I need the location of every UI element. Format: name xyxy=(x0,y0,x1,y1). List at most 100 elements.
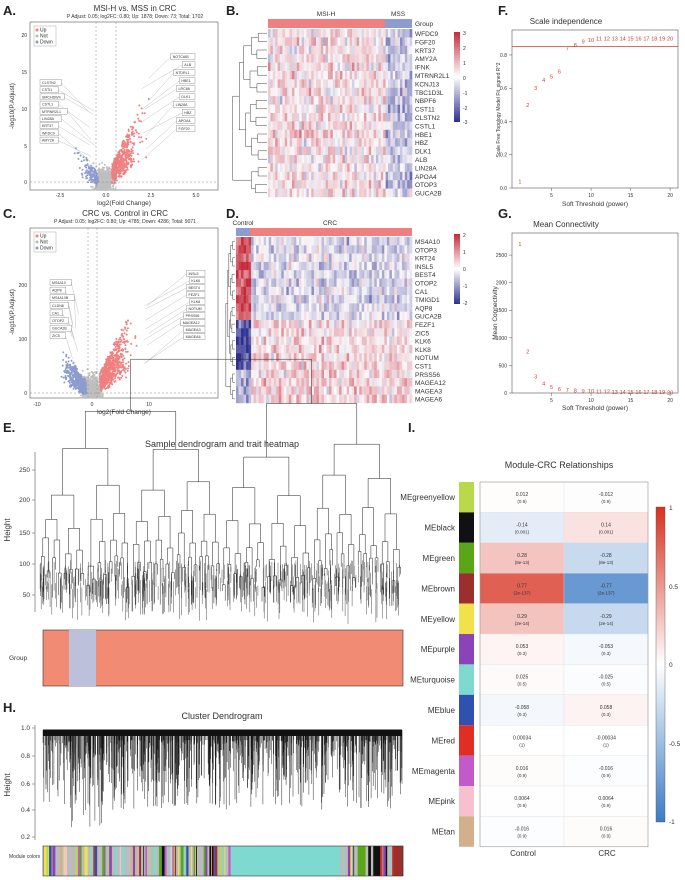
heat-cell xyxy=(368,54,372,63)
volcano-point xyxy=(91,185,94,188)
heat-cell xyxy=(361,129,365,139)
heat-cell xyxy=(288,270,292,279)
volcano-point xyxy=(67,356,70,359)
volcano-point xyxy=(116,156,119,159)
heat-cell xyxy=(364,245,368,254)
volcano-point xyxy=(91,188,94,191)
heat-cell xyxy=(316,261,320,271)
heat-cell xyxy=(342,180,346,189)
heat-cell xyxy=(306,129,310,139)
heat-cell xyxy=(316,253,320,263)
heat-cell xyxy=(340,45,343,55)
heat-cell xyxy=(311,138,314,147)
heat-cell xyxy=(304,37,307,46)
heat-cell xyxy=(409,171,413,181)
heat-cell xyxy=(272,180,276,189)
heat-cell xyxy=(284,188,288,198)
heat-cell xyxy=(296,37,300,46)
heat-cell xyxy=(352,121,355,130)
volcano-point xyxy=(129,137,131,140)
heat-cell xyxy=(311,155,314,164)
heat-cell xyxy=(371,261,375,271)
volcano-point xyxy=(137,153,139,156)
heat-cell xyxy=(288,286,292,296)
heat-cell xyxy=(275,188,278,198)
volcano-point xyxy=(99,175,101,178)
heat-cell xyxy=(354,138,358,147)
heat-cell xyxy=(401,237,405,246)
volcano-point xyxy=(113,181,116,184)
heat-cell xyxy=(361,121,365,130)
heat-cell xyxy=(308,87,312,97)
heat-cell xyxy=(402,171,406,181)
heat-cell xyxy=(356,237,360,246)
heat-cell xyxy=(289,155,293,164)
heat-cell xyxy=(301,138,305,147)
heat-cell xyxy=(344,113,348,122)
heat-cell xyxy=(368,87,372,97)
volcano-point xyxy=(112,187,115,190)
volcano-point xyxy=(119,171,122,174)
heat-cell xyxy=(404,237,408,246)
heat-cell xyxy=(299,155,302,164)
heat-cell xyxy=(270,62,274,72)
heat-cell xyxy=(400,180,403,189)
heat-cell xyxy=(349,270,352,279)
volcano-point xyxy=(88,374,91,377)
heat-cell xyxy=(284,180,288,189)
heat-cell xyxy=(354,171,358,181)
heat-cell xyxy=(298,278,302,287)
heat-cell xyxy=(400,37,403,46)
heat-cell xyxy=(395,71,398,80)
heat-cell xyxy=(301,270,305,279)
volcano-point xyxy=(98,182,101,184)
heat-cell xyxy=(407,45,410,55)
heat-cell xyxy=(402,155,406,164)
heat-cell xyxy=(261,270,264,279)
heat-cell xyxy=(386,237,390,246)
gene-label: HBZ xyxy=(184,111,192,115)
heat-cell xyxy=(275,121,278,130)
heat-cell xyxy=(332,171,336,181)
volcano-point xyxy=(72,370,75,373)
heat-cell xyxy=(311,171,314,181)
heat-cell xyxy=(330,188,334,198)
heat-cell xyxy=(390,180,394,189)
volcano-point xyxy=(103,171,106,174)
volcano-point xyxy=(90,172,93,175)
heat-cell xyxy=(251,278,254,287)
heat-cell xyxy=(371,278,375,287)
heat-cell xyxy=(277,163,281,172)
volcano-point xyxy=(115,355,117,358)
heat-cell xyxy=(272,79,276,88)
heat-cell xyxy=(352,45,355,55)
heat-cell xyxy=(354,163,358,172)
heat-cell xyxy=(328,171,331,181)
heat-cell xyxy=(395,62,398,72)
volcano-point xyxy=(80,380,82,383)
heat-cell xyxy=(376,79,379,88)
heat-cell xyxy=(354,278,357,287)
heat-cell xyxy=(354,188,358,198)
heat-cell xyxy=(364,163,367,172)
heat-cell xyxy=(374,270,378,279)
heat-cell xyxy=(335,29,338,38)
heat-cell xyxy=(294,54,298,63)
heat-cell xyxy=(376,155,379,164)
heat-cell xyxy=(301,79,305,88)
heat-cell xyxy=(407,54,410,63)
heat-cell xyxy=(394,278,398,287)
heat-cell xyxy=(275,104,278,114)
heat-cell xyxy=(390,146,394,156)
heat-cell xyxy=(388,146,391,156)
heat-cell xyxy=(318,37,322,46)
volcano-point xyxy=(63,381,66,384)
heat-cell xyxy=(301,29,305,38)
heat-cell xyxy=(376,113,379,122)
heat-cell xyxy=(270,29,274,38)
heat-cell xyxy=(289,37,293,46)
heat-cell xyxy=(356,129,360,139)
heat-cell xyxy=(376,45,379,55)
heat-cell xyxy=(330,96,334,105)
gene-label: NOTUM xyxy=(189,307,202,311)
